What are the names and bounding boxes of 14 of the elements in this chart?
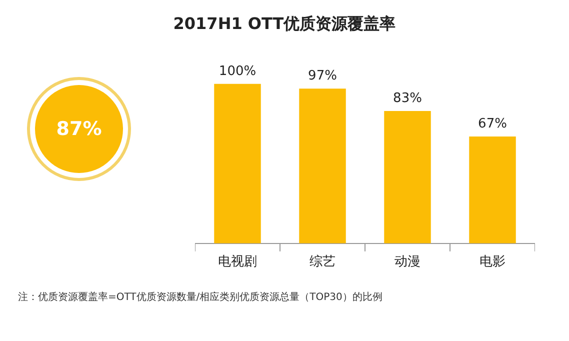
chart-title: 2017H1 OTT优质资源覆盖率 [172, 14, 397, 35]
x-tick-label: 电影 [480, 254, 506, 270]
x-tick-label: 综艺 [310, 254, 336, 270]
bar [469, 136, 516, 244]
text: 注：优质资源覆盖率=OTT优质资源数量/相应类别优质资源总量（TOP30）的比例 [18, 290, 382, 304]
bar [214, 84, 261, 244]
bar [299, 88, 346, 244]
data-label: 100% [218, 64, 256, 79]
data-label: 97% [308, 68, 337, 84]
x-tick-label: 电视剧 [218, 254, 257, 270]
x-tick-label: 动漫 [394, 254, 420, 270]
data-label: 83% [393, 90, 422, 106]
data-label: 67% [478, 116, 507, 132]
bar [384, 111, 431, 244]
